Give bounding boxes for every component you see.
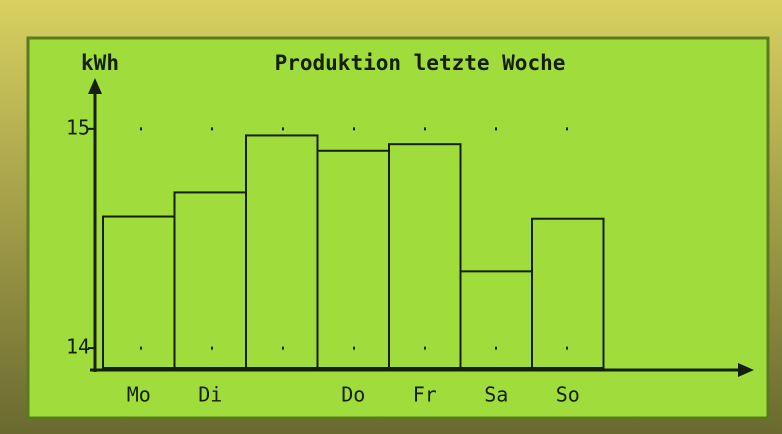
x-tick-label: Mo <box>127 383 151 407</box>
y-axis-arrow <box>88 78 102 94</box>
y-tick-label: 14 <box>66 335 90 359</box>
x-tick-label: Sa <box>484 383 508 407</box>
bar <box>388 143 462 369</box>
x-tick-label: So <box>556 383 580 407</box>
x-axis-arrow <box>738 363 754 377</box>
x-tick-label: Di <box>198 383 222 407</box>
y-tick-label: 15 <box>66 115 90 139</box>
lcd-screen <box>28 38 768 418</box>
lcd-border <box>26 36 770 420</box>
x-tick-label: Fr <box>413 383 437 407</box>
bar <box>531 217 605 369</box>
chart-title: Produktion letzte Woche <box>275 51 566 75</box>
y-axis-label: kWh <box>81 51 119 75</box>
x-tick-label: Do <box>341 383 365 407</box>
